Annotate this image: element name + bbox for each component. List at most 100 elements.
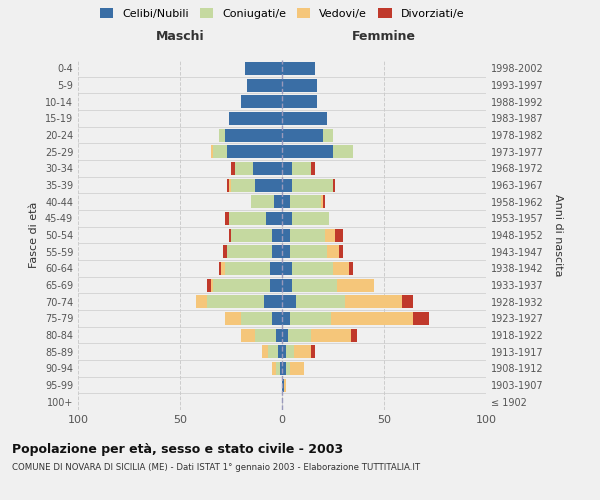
Bar (274, 195, 282, 208)
Bar (292, 262, 333, 275)
Bar (212, 145, 227, 158)
Bar (245, 62, 282, 75)
Bar (282, 95, 317, 108)
Bar (282, 178, 292, 192)
Bar (196, 295, 206, 308)
Bar (227, 245, 272, 258)
Legend: Celibi/Nubili, Coniugati/e, Vedovi/e, Divorziati/e: Celibi/Nubili, Coniugati/e, Vedovi/e, Di… (100, 8, 464, 19)
Bar (333, 145, 353, 158)
Bar (321, 195, 323, 208)
Bar (323, 128, 333, 141)
Bar (282, 212, 292, 225)
Bar (311, 328, 352, 342)
Bar (211, 145, 212, 158)
Bar (292, 212, 329, 225)
Bar (272, 362, 276, 375)
Bar (290, 312, 331, 325)
Bar (290, 195, 321, 208)
Bar (292, 178, 333, 192)
Text: COMUNE DI NOVARA DI SICILIA (ME) - Dati ISTAT 1° gennaio 2003 - Elaborazione TUT: COMUNE DI NOVARA DI SICILIA (ME) - Dati … (12, 462, 420, 471)
Bar (219, 262, 221, 275)
Bar (331, 312, 413, 325)
Bar (333, 178, 335, 192)
Bar (221, 262, 225, 275)
Bar (231, 178, 256, 192)
Bar (241, 312, 272, 325)
Bar (282, 145, 333, 158)
Bar (323, 195, 325, 208)
Bar (223, 245, 227, 258)
Bar (235, 162, 253, 175)
Y-axis label: Fasce di età: Fasce di età (29, 202, 39, 268)
Bar (282, 245, 290, 258)
Bar (270, 278, 282, 291)
Bar (292, 162, 311, 175)
Bar (225, 312, 241, 325)
Bar (286, 345, 294, 358)
Bar (282, 378, 284, 392)
Bar (282, 128, 323, 141)
Bar (282, 162, 292, 175)
Bar (294, 345, 311, 358)
Bar (206, 278, 211, 291)
Bar (280, 362, 282, 375)
Bar (290, 228, 325, 241)
Bar (241, 95, 282, 108)
Bar (262, 345, 268, 358)
Bar (270, 262, 282, 275)
Bar (282, 312, 290, 325)
Bar (284, 378, 286, 392)
Bar (290, 245, 327, 258)
Bar (337, 278, 374, 291)
Text: Femmine: Femmine (352, 30, 416, 43)
Bar (241, 328, 256, 342)
Bar (335, 228, 343, 241)
Bar (231, 228, 272, 241)
Bar (278, 345, 282, 358)
Bar (282, 278, 292, 291)
Y-axis label: Anni di nascita: Anni di nascita (553, 194, 563, 276)
Bar (286, 362, 290, 375)
Bar (225, 128, 282, 141)
Bar (282, 62, 314, 75)
Bar (333, 262, 349, 275)
Bar (229, 112, 282, 125)
Bar (219, 128, 225, 141)
Bar (352, 328, 358, 342)
Bar (290, 362, 304, 375)
Bar (256, 328, 276, 342)
Bar (225, 262, 270, 275)
Bar (276, 328, 282, 342)
Bar (288, 328, 311, 342)
Bar (268, 345, 278, 358)
Bar (282, 345, 286, 358)
Bar (282, 362, 286, 375)
Bar (206, 295, 263, 308)
Bar (225, 212, 229, 225)
Bar (282, 228, 290, 241)
Bar (345, 295, 403, 308)
Bar (282, 112, 327, 125)
Bar (292, 278, 337, 291)
Bar (413, 312, 429, 325)
Bar (263, 295, 282, 308)
Bar (282, 78, 317, 92)
Bar (247, 78, 282, 92)
Bar (349, 262, 353, 275)
Text: Maschi: Maschi (155, 30, 205, 43)
Bar (311, 162, 314, 175)
Bar (212, 278, 270, 291)
Bar (282, 262, 292, 275)
Bar (272, 228, 282, 241)
Bar (251, 195, 274, 208)
Bar (272, 245, 282, 258)
Bar (327, 245, 339, 258)
Bar (229, 212, 266, 225)
Bar (325, 228, 335, 241)
Bar (229, 178, 231, 192)
Bar (282, 195, 290, 208)
Bar (229, 228, 231, 241)
Bar (276, 362, 280, 375)
Bar (266, 212, 282, 225)
Bar (296, 295, 345, 308)
